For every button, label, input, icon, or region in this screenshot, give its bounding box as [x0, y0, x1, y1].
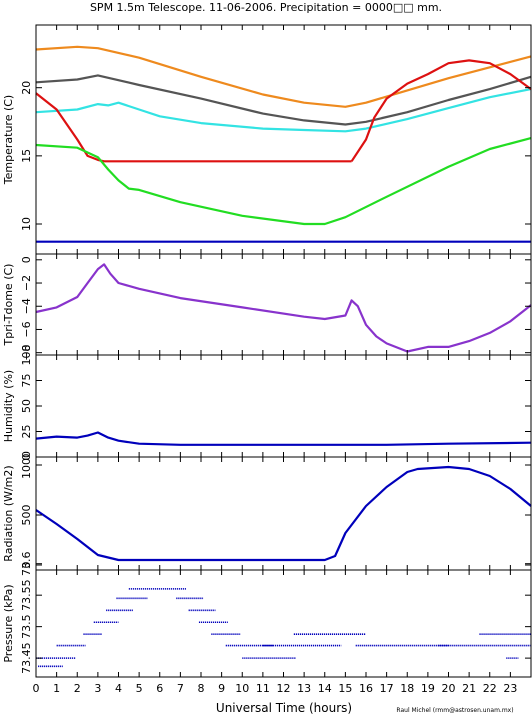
y-tick-label: 10 [20, 217, 33, 231]
y-tick-label: 0 [20, 562, 33, 569]
chart-title: SPM 1.5m Telescope. 11-06-2006. Precipit… [90, 1, 442, 14]
panel-2: −8 −6 −4 −2 0 Tpri-Tdome (C) [2, 253, 532, 361]
series-line-green-6 [35, 137, 532, 226]
y-tick-label: 73.45 [20, 642, 33, 674]
y-tick-label: 73.6 [20, 551, 33, 576]
y-tick-label: −4 [20, 298, 33, 314]
panel-4: 0 500 1000 Radiation (W/m2) [2, 451, 532, 571]
y-axis-label: Tpri-Tdome (C) [2, 264, 15, 347]
panel-3: 0 25 50 75 100 Humidity (%) [2, 345, 532, 461]
series-line-gray-2 [35, 74, 532, 126]
x-tick-label: 8 [198, 682, 205, 695]
y-axis-label: Pressure (kPa) [2, 584, 15, 662]
x-tick-label: 17 [380, 682, 394, 695]
panel-5: 73.45 73.5 73.55 73.6 Pressure (kPa) [2, 551, 532, 678]
x-tick-label: 12 [277, 682, 291, 695]
series-line-red-5 [350, 59, 532, 162]
x-tick-label: 4 [115, 682, 122, 695]
y-tick-label: 75 [20, 374, 33, 388]
x-tick-label: 23 [503, 682, 517, 695]
series-line-cyan-3 [35, 88, 532, 133]
y-tick-label: 15 [20, 149, 33, 163]
x-tick-label: 16 [359, 682, 373, 695]
x-tick-label: 19 [421, 682, 435, 695]
y-tick-label: 20 [20, 81, 33, 95]
x-tick-label: 14 [318, 682, 332, 695]
y-axis-label: Humidity (%) [2, 370, 15, 442]
series-line-blue-1 [35, 431, 532, 446]
y-tick-label: 1000 [20, 451, 33, 479]
y-tick-label: −8 [20, 345, 33, 361]
series-line-red-4 [35, 92, 352, 163]
x-tick-label: 10 [235, 682, 249, 695]
y-tick-label: −2 [20, 275, 33, 291]
x-tick-label: 3 [94, 682, 101, 695]
x-tick-label: 0 [33, 682, 40, 695]
panel-frame [35, 253, 532, 356]
x-tick-label: 15 [338, 682, 352, 695]
panel-frame [35, 354, 532, 458]
y-tick-label: 500 [20, 505, 33, 526]
credit-text: Raul Michel (rmm@astrosen.unam.mx) [396, 707, 513, 714]
y-tick-label: 25 [20, 425, 33, 439]
panel-frame [35, 24, 532, 255]
y-tick-label: 73.55 [20, 579, 33, 611]
x-axis-label: Universal Time (hours) [216, 701, 352, 715]
x-tick-label: 11 [256, 682, 270, 695]
y-tick-label: 0 [20, 454, 33, 461]
x-tick-label: 5 [136, 682, 143, 695]
series-line-blue-1 [35, 465, 532, 562]
panel-frame [35, 569, 532, 678]
y-tick-label: 50 [20, 399, 33, 413]
x-tick-label: 20 [442, 682, 456, 695]
series-line-purple-1 [35, 263, 532, 353]
panel-1: 10 15 20 Temperature (C) [2, 24, 532, 255]
y-tick-label: 100 [20, 345, 33, 366]
y-tick-label: −6 [20, 321, 33, 337]
x-tick-label: 1 [53, 682, 60, 695]
x-tick-label: 6 [156, 682, 163, 695]
x-tick-label: 21 [462, 682, 476, 695]
y-axis-label: Temperature (C) [2, 95, 15, 185]
y-axis-label: Radiation (W/m2) [2, 465, 15, 561]
x-tick-label: 22 [483, 682, 497, 695]
series-line-orange-1 [35, 45, 532, 108]
y-tick-label: 0 [20, 256, 33, 263]
panel-frame [35, 456, 532, 571]
x-tick-label: 2 [74, 682, 81, 695]
x-tick-label: 18 [400, 682, 414, 695]
x-tick-label: 7 [177, 682, 184, 695]
x-tick-label: 13 [297, 682, 311, 695]
y-tick-label: 73.5 [20, 614, 33, 639]
x-tick-label: 9 [218, 682, 225, 695]
